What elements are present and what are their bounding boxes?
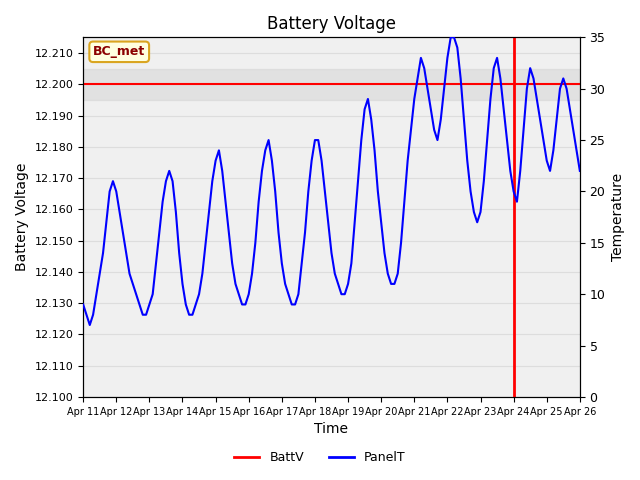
X-axis label: Time: Time (314, 422, 349, 436)
Text: BC_met: BC_met (93, 45, 145, 58)
Title: Battery Voltage: Battery Voltage (267, 15, 396, 33)
Bar (83, 69, 580, 100)
Y-axis label: Battery Voltage: Battery Voltage (15, 163, 29, 271)
Legend: BattV, PanelT: BattV, PanelT (229, 446, 411, 469)
Y-axis label: Temperature: Temperature (611, 173, 625, 261)
